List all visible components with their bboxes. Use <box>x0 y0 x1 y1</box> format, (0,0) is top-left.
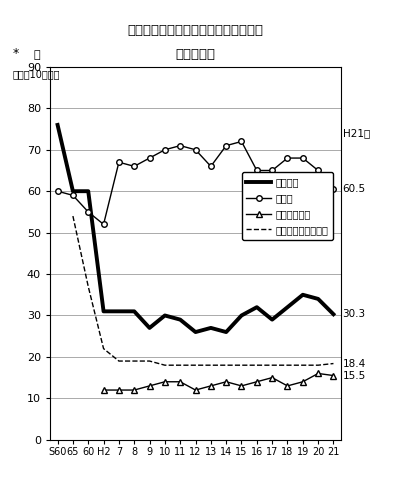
その他の脳血管疾患 <box>147 358 152 364</box>
その他の脳血管疾患 <box>86 283 91 289</box>
脳梗塞 <box>285 155 290 161</box>
Text: 率: 率 <box>33 50 40 60</box>
くも膜下出血 <box>132 387 137 393</box>
その他の脳血管疾患 <box>162 362 167 368</box>
脳内出血 <box>224 329 229 335</box>
脳内出血 <box>239 313 244 318</box>
その他の脳血管疾患 <box>254 362 259 368</box>
くも膜下出血 <box>254 379 259 385</box>
脳梗塞 <box>147 155 152 161</box>
脳梗塞 <box>208 163 213 169</box>
脳梗塞 <box>270 168 275 174</box>
くも膜下出血 <box>285 383 290 389</box>
その他の脳血管疾患 <box>208 362 213 368</box>
脳梗塞 <box>239 139 244 144</box>
その他の脳血管疾患 <box>101 346 106 351</box>
脳内出血 <box>70 188 75 194</box>
脳内出血 <box>147 325 152 331</box>
脳内出血 <box>178 317 183 323</box>
Text: 15.5: 15.5 <box>343 370 366 380</box>
脳内出血 <box>193 329 198 335</box>
その他の脳血管疾患 <box>300 362 305 368</box>
Text: *: * <box>12 47 19 60</box>
Text: 脳血管疾患の種類別死亡率の年次推移: 脳血管疾患の種類別死亡率の年次推移 <box>128 24 263 37</box>
脳梗塞 <box>55 188 60 194</box>
脳梗塞 <box>101 221 106 227</box>
Text: 30.3: 30.3 <box>343 309 366 319</box>
Line: 脳内出血: 脳内出血 <box>57 125 334 332</box>
脳内出血 <box>132 308 137 314</box>
その他の脳血管疾患 <box>132 358 137 364</box>
脳梗塞 <box>331 186 336 192</box>
脳梗塞 <box>70 193 75 198</box>
その他の脳血管疾患 <box>239 362 244 368</box>
Legend: 脳内出血, 脳梗塞, くも膜下出血, その他の脳血管疾患: 脳内出血, 脳梗塞, くも膜下出血, その他の脳血管疾患 <box>242 173 333 239</box>
くも膜下出血 <box>208 383 213 389</box>
脳梗塞 <box>254 168 259 174</box>
その他の脳血管疾患 <box>178 362 183 368</box>
脳梗塞 <box>193 147 198 152</box>
くも膜下出血 <box>300 379 305 385</box>
脳梗塞 <box>162 147 167 152</box>
脳内出血 <box>162 313 167 318</box>
脳梗塞 <box>132 163 137 169</box>
Text: H21年: H21年 <box>343 128 370 138</box>
くも膜下出血 <box>316 370 321 376</box>
脳内出血 <box>254 304 259 310</box>
脳内出血 <box>331 311 336 317</box>
Line: くも膜下出血: くも膜下出血 <box>100 370 337 393</box>
脳内出血 <box>316 296 321 302</box>
脳内出血 <box>86 188 91 194</box>
Line: 脳梗塞: 脳梗塞 <box>55 139 336 227</box>
脳梗塞 <box>224 143 229 149</box>
脳内出血 <box>300 292 305 298</box>
その他の脳血管疾患 <box>331 361 336 367</box>
脳梗塞 <box>178 143 183 149</box>
その他の脳血管疾患 <box>316 362 321 368</box>
Text: （熊本県）: （熊本県） <box>176 48 215 61</box>
脳内出血 <box>208 325 213 331</box>
くも膜下出血 <box>147 383 152 389</box>
くも膜下出血 <box>101 387 106 393</box>
くも膜下出血 <box>193 387 198 393</box>
その他の脳血管疾患 <box>270 362 275 368</box>
Text: 60.5: 60.5 <box>343 184 366 194</box>
脳梗塞 <box>86 209 91 215</box>
Text: （人口10万対）: （人口10万対） <box>12 69 60 79</box>
脳内出血 <box>285 304 290 310</box>
その他の脳血管疾患 <box>193 362 198 368</box>
くも膜下出血 <box>116 387 121 393</box>
くも膜下出血 <box>162 379 167 385</box>
くも膜下出血 <box>239 383 244 389</box>
脳梗塞 <box>316 168 321 174</box>
その他の脳血管疾患 <box>70 213 75 219</box>
Text: 18.4: 18.4 <box>343 358 366 369</box>
脳内出血 <box>270 317 275 323</box>
くも膜下出血 <box>224 379 229 385</box>
脳内出血 <box>116 308 121 314</box>
その他の脳血管疾患 <box>116 358 121 364</box>
その他の脳血管疾患 <box>224 362 229 368</box>
くも膜下出血 <box>331 373 336 379</box>
脳梗塞 <box>116 159 121 165</box>
Line: その他の脳血管疾患: その他の脳血管疾患 <box>73 216 334 365</box>
脳内出血 <box>101 308 106 314</box>
くも膜下出血 <box>270 375 275 380</box>
脳梗塞 <box>300 155 305 161</box>
その他の脳血管疾患 <box>285 362 290 368</box>
脳内出血 <box>55 122 60 128</box>
くも膜下出血 <box>178 379 183 385</box>
